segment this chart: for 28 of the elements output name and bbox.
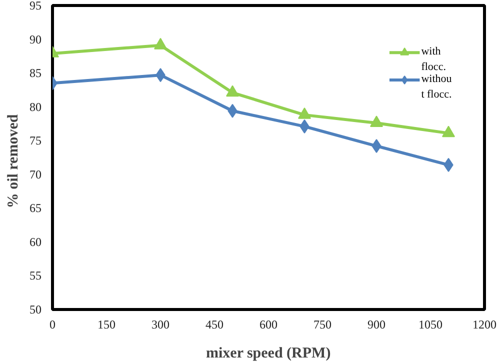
y-tick-label: 85	[30, 66, 42, 80]
y-tick-label: 70	[30, 167, 42, 182]
y-tick-label: 90	[30, 32, 42, 46]
x-tick-label: 600	[260, 318, 278, 332]
y-tick-label: 60	[30, 234, 42, 249]
point	[442, 126, 455, 138]
x-tick-label: 750	[314, 318, 332, 332]
x-tick-label: 900	[368, 318, 386, 332]
point	[154, 38, 167, 50]
y-tick-label: 65	[30, 201, 42, 216]
y-tick-label: 80	[30, 100, 42, 114]
x-axis-title: mixer speed (RPM)	[206, 346, 331, 362]
point	[298, 108, 311, 119]
y-tick-label: 50	[30, 302, 42, 316]
point	[226, 85, 239, 97]
x-tick-label: 0	[50, 318, 56, 332]
legend-label: with flocc.	[421, 46, 446, 74]
y-tick-label: 75	[30, 134, 42, 148]
point	[370, 116, 383, 128]
y-tick-label: 55	[30, 268, 42, 283]
x-tick-label: 450	[206, 318, 224, 332]
x-tick-label: 300	[152, 318, 170, 332]
y-axis-title: % oil removed	[6, 114, 22, 208]
legend-label: without flocc.	[421, 72, 452, 101]
x-tick-label: 150	[98, 318, 116, 332]
y-tick-label: 95	[30, 0, 42, 12]
x-tick-label: 1050	[418, 318, 442, 332]
x-tick-label: 1200	[472, 318, 496, 332]
